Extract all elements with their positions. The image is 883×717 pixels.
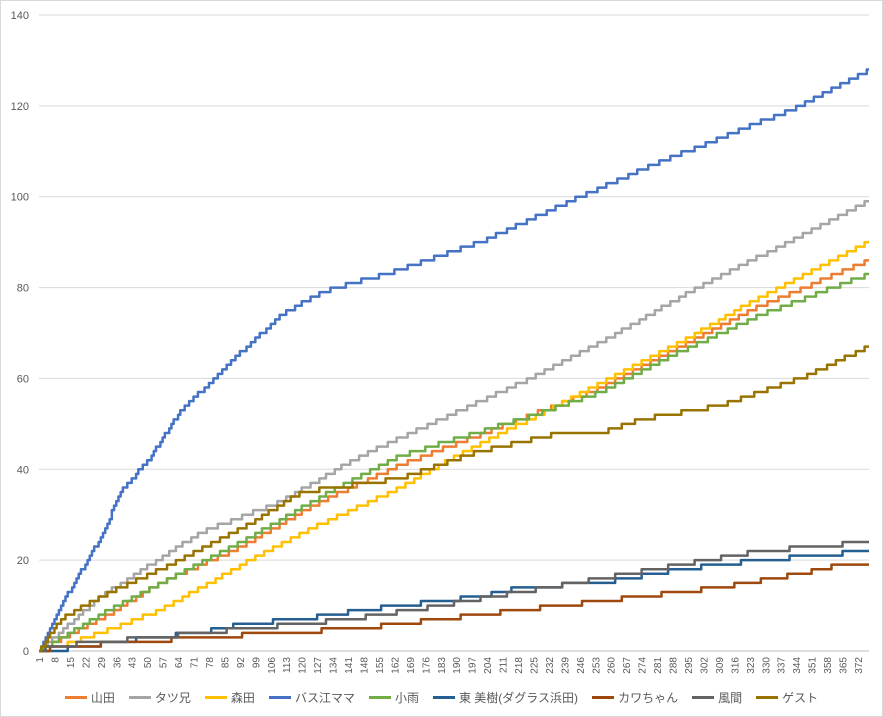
series-line-4 [39, 272, 869, 653]
legend-item: バス江ママ [268, 689, 355, 706]
y-tick-label: 60 [17, 373, 29, 385]
x-tick-label: 29 [97, 657, 108, 669]
x-tick-label: 358 [823, 657, 834, 674]
x-tick-label: 99 [251, 657, 262, 669]
x-tick-label: 8 [50, 657, 61, 663]
series-line-3 [39, 68, 869, 653]
x-tick-label: 344 [792, 657, 803, 674]
line-chart: 0 20 40 60 80 100 120 140 1 8 15 22 29 36 43 50 57 64 71 78… [11, 10, 869, 674]
x-tick-label: 323 [746, 657, 757, 674]
legend-item: 東 美樹(ダグラス浜田) [432, 689, 579, 706]
legend-swatch [204, 696, 227, 699]
x-tick-label: 295 [684, 657, 695, 674]
x-tick-label: 316 [730, 657, 741, 674]
y-tick-label: 140 [11, 10, 29, 22]
legend-swatch [432, 696, 455, 699]
x-tick-label: 309 [715, 657, 726, 674]
legend-item: 山田 [64, 689, 115, 706]
legend-item: 森田 [204, 689, 255, 706]
x-tick-label: 71 [190, 657, 201, 669]
legend-swatch [692, 696, 715, 699]
x-tick-label: 127 [313, 657, 324, 674]
series-line-2 [39, 240, 869, 653]
legend-label: ゲスト [782, 691, 819, 705]
x-tick-label: 246 [576, 657, 587, 674]
x-tick-label: 1 [35, 657, 46, 663]
x-tick-label: 225 [529, 657, 540, 674]
legend: 山田 タツ兄 森田 バス江ママ 小雨 東 美樹(ダグラス浜田) カワちゃん 風間 ゲスト [1, 689, 882, 706]
x-tick-label: 64 [174, 657, 185, 669]
legend-label: 東 美樹(ダグラス浜田) [458, 691, 579, 705]
legend-item: ゲスト [756, 689, 818, 706]
x-tick-label: 281 [653, 657, 664, 674]
legend-label: バス江ママ [294, 691, 355, 705]
x-tick-label: 169 [406, 657, 417, 674]
legend-swatch [756, 696, 779, 699]
y-tick-label: 40 [17, 464, 29, 476]
legend-item: カワちゃん [592, 689, 678, 706]
x-tick-label: 43 [128, 657, 139, 669]
legend-swatch [592, 696, 615, 699]
y-tick-label: 0 [23, 646, 29, 658]
x-tick-label: 155 [375, 657, 386, 674]
x-tick-label: 274 [638, 657, 649, 674]
x-tick-label: 106 [267, 657, 278, 674]
legend-swatch [268, 696, 291, 699]
x-tick-label: 239 [560, 657, 571, 674]
series-line-8 [39, 345, 869, 653]
x-tick-label: 218 [514, 657, 525, 674]
x-tick-label: 78 [205, 657, 216, 669]
x-tick-label: 162 [390, 657, 401, 674]
y-tick-label: 80 [17, 283, 29, 295]
x-tick-label: 148 [359, 657, 370, 674]
legend-swatch [64, 696, 87, 699]
y-tick-label: 120 [11, 101, 29, 113]
x-tick-label: 372 [854, 657, 865, 674]
x-tick-label: 141 [344, 657, 355, 674]
x-tick-label: 351 [808, 657, 819, 674]
x-tick-label: 176 [421, 657, 432, 674]
legend-label: 森田 [230, 691, 255, 705]
legend-label: カワちゃん [618, 691, 679, 705]
x-tick-label: 302 [699, 657, 710, 674]
x-tick-label: 183 [437, 657, 448, 674]
y-tick-label: 20 [17, 555, 29, 567]
x-tick-label: 204 [483, 657, 494, 674]
x-tick-label: 232 [545, 657, 556, 674]
x-tick-label: 92 [236, 657, 247, 669]
x-tick-label: 260 [607, 657, 618, 674]
legend-label: 小雨 [394, 691, 419, 705]
x-tick-label: 50 [143, 657, 154, 669]
y-tick-label: 100 [11, 192, 29, 204]
legend-item: 風間 [692, 689, 742, 706]
x-tick-label: 288 [669, 657, 680, 674]
legend-label: 風間 [718, 691, 743, 705]
x-tick-label: 120 [298, 657, 309, 674]
x-tick-label: 15 [66, 657, 77, 669]
series-line-7 [39, 540, 869, 653]
x-tick-label: 85 [220, 657, 231, 669]
x-tick-label: 197 [468, 657, 479, 674]
legend-swatch [128, 696, 151, 699]
x-tick-label: 22 [81, 657, 92, 669]
legend-label: 山田 [90, 691, 115, 705]
x-tick-label: 267 [622, 657, 633, 674]
x-tick-label: 337 [777, 657, 788, 674]
series-line-1 [39, 200, 869, 653]
legend-item: タツ兄 [128, 689, 191, 706]
x-tick-label: 365 [839, 657, 850, 674]
x-tick-label: 190 [452, 657, 463, 674]
x-tick-label: 113 [282, 657, 293, 673]
x-tick-label: 134 [329, 657, 340, 674]
x-tick-label: 330 [761, 657, 772, 674]
x-tick-label: 36 [112, 657, 123, 669]
legend-swatch [368, 696, 391, 699]
legend-label: タツ兄 [154, 691, 191, 705]
x-tick-label: 253 [591, 657, 602, 674]
x-tick-label: 211 [499, 657, 510, 673]
legend-item: 小雨 [368, 689, 419, 706]
x-tick-label: 57 [159, 657, 170, 669]
